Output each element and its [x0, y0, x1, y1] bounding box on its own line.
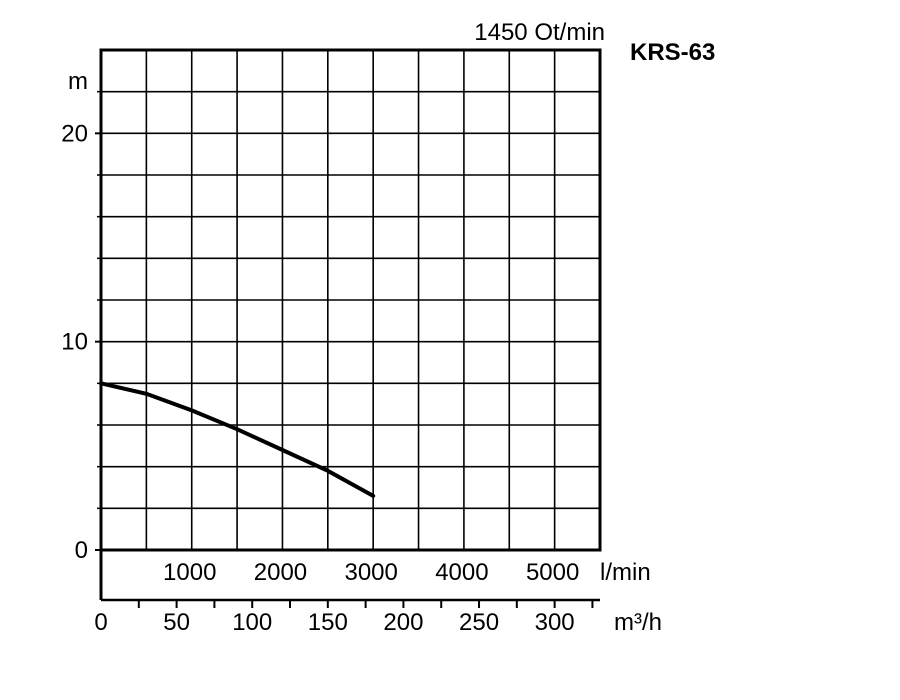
performance-curve — [99, 381, 376, 498]
y-tick-labels: 0 10 20 — [61, 90, 101, 564]
lmin-tick-label: 2000 — [254, 559, 307, 586]
m3h-tick-label: 0 — [94, 609, 107, 636]
lmin-unit-label: l/min — [600, 559, 651, 586]
lmin-tick-label: 1000 — [163, 559, 216, 586]
grid — [101, 50, 600, 550]
y-tick-label: 20 — [61, 120, 88, 147]
m3h-tick-label: 300 — [535, 609, 575, 636]
y-tick-label: 10 — [61, 329, 88, 356]
m3h-unit-label: m³/h — [614, 609, 662, 636]
y-tick-label: 0 — [75, 537, 88, 564]
lmin-tick-label: 5000 — [526, 559, 579, 586]
m3h-tick-label: 250 — [459, 609, 499, 636]
speed-label: 1450 Ot/min — [474, 19, 605, 46]
lmin-tick-label: 4000 — [435, 559, 488, 586]
m3h-tick-label: 50 — [163, 609, 190, 636]
y-axis-label: m — [68, 68, 88, 95]
lmin-tick-labels: 1000 2000 3000 4000 5000 — [163, 559, 579, 586]
m3h-tick-label: 100 — [232, 609, 272, 636]
chart-title: KRS-63 — [630, 39, 715, 66]
m3h-tick-label: 150 — [308, 609, 348, 636]
m3h-tick-labels: 0 50 100 150 200 250 300 — [94, 600, 594, 636]
m3h-tick-label: 200 — [383, 609, 423, 636]
lmin-tick-label: 3000 — [344, 559, 397, 586]
